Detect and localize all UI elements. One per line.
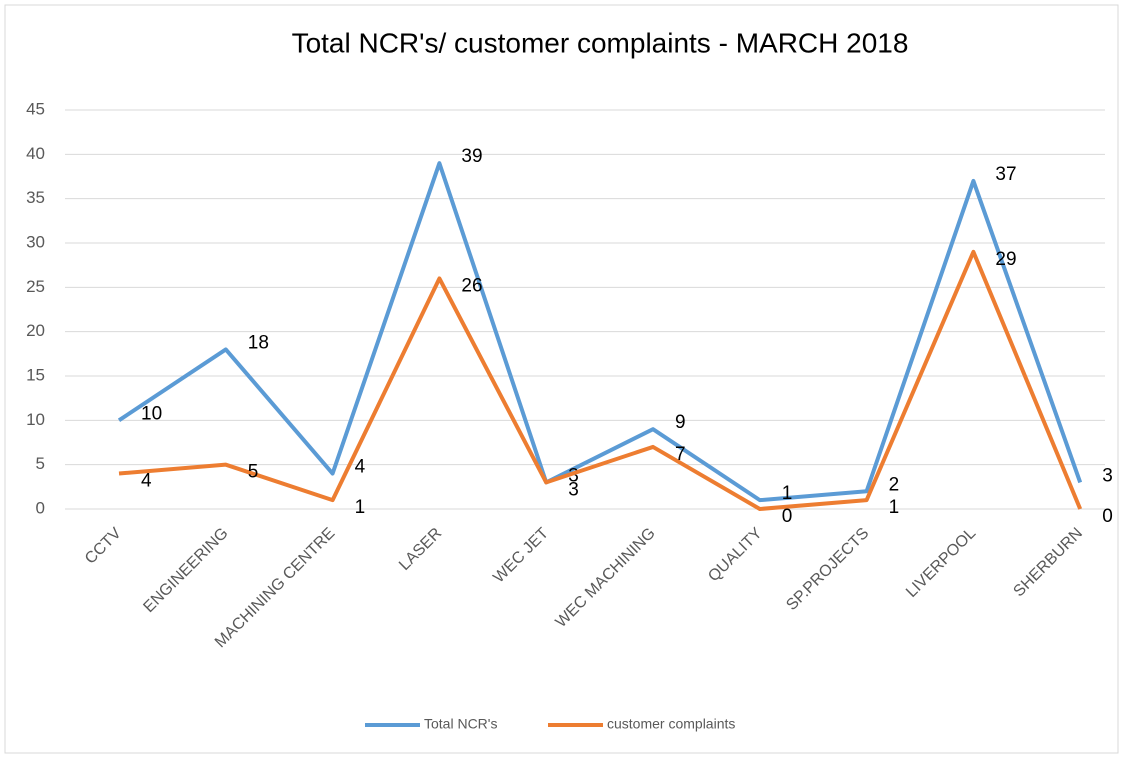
y-tick-label: 15 — [26, 365, 45, 384]
data-label: 29 — [995, 249, 1016, 270]
data-label: 0 — [782, 506, 793, 527]
data-label: 18 — [248, 332, 269, 353]
data-label: 10 — [141, 403, 162, 424]
data-label: 37 — [995, 164, 1016, 185]
chart-frame — [4, 4, 1119, 754]
data-label: 2 — [889, 474, 900, 495]
series-line — [118, 249, 1083, 511]
data-label: 26 — [461, 275, 482, 296]
data-label: 3 — [568, 479, 579, 500]
y-tick-label: 40 — [26, 144, 45, 163]
data-label: 7 — [675, 444, 686, 465]
data-label: 4 — [141, 471, 152, 492]
y-tick-label: 25 — [26, 277, 45, 296]
series-line — [117, 161, 1083, 503]
legend-label: customer complaints — [607, 716, 735, 732]
y-tick-label: 45 — [26, 99, 45, 118]
data-label: 5 — [248, 462, 259, 483]
data-label: 3 — [1102, 465, 1113, 486]
y-tick-label: 30 — [26, 232, 45, 251]
y-tick-label: 0 — [36, 498, 45, 517]
data-label: 9 — [675, 412, 686, 433]
data-label: 0 — [1102, 506, 1113, 527]
y-tick-label: 20 — [26, 321, 45, 340]
data-label: 4 — [355, 457, 366, 478]
chart-title: Total NCR's/ customer complaints - MARCH… — [292, 27, 909, 58]
data-label: 1 — [782, 483, 793, 504]
data-label: 39 — [461, 146, 482, 167]
y-tick-label: 35 — [26, 188, 45, 207]
y-tick-label: 10 — [26, 410, 45, 429]
data-label: 1 — [889, 497, 900, 518]
data-label: 3 — [568, 465, 579, 486]
y-tick-label: 5 — [36, 454, 45, 473]
data-label: 1 — [355, 497, 366, 518]
legend-label: Total NCR's — [424, 716, 497, 732]
